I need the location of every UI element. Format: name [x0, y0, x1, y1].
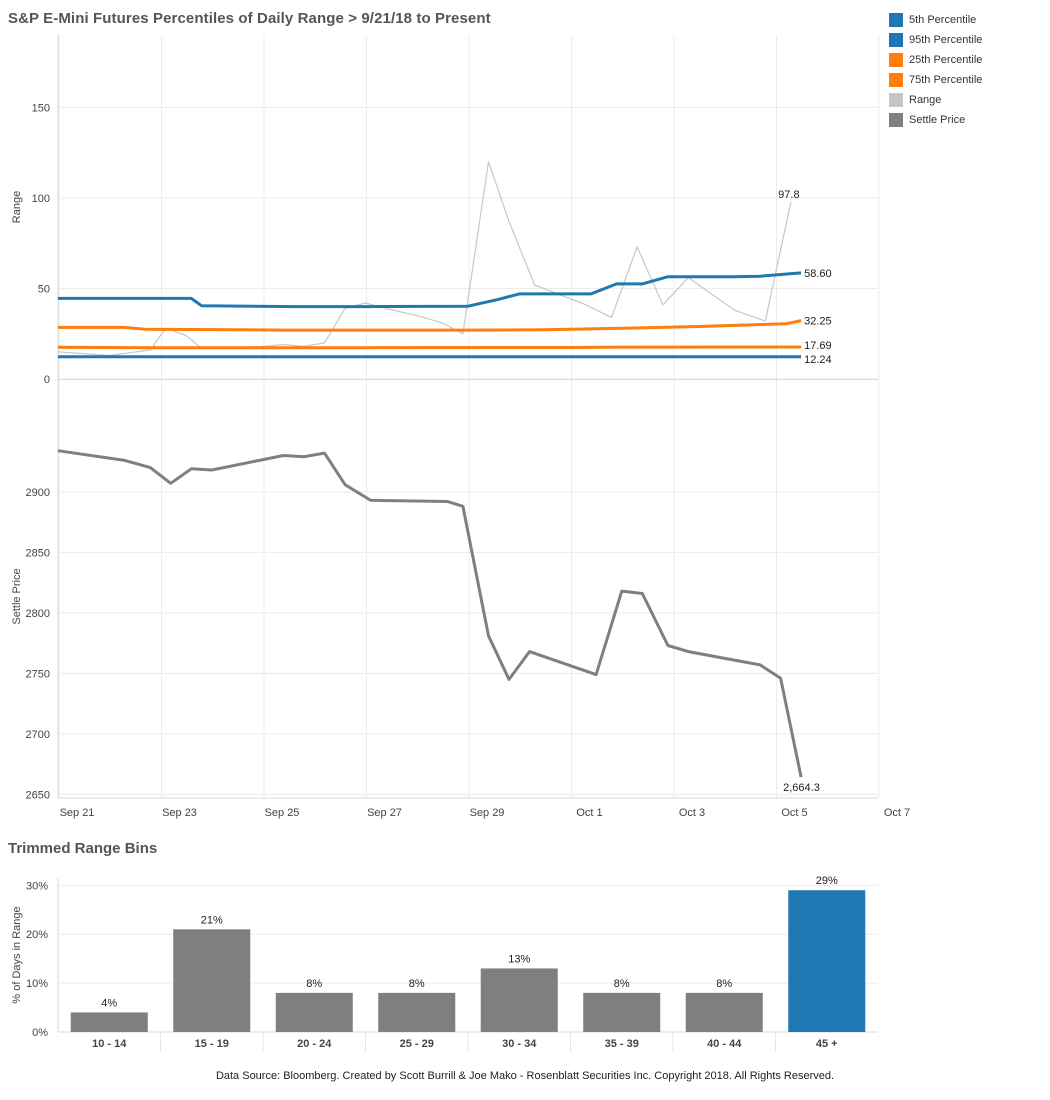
- 25th-percentile-line: [58, 319, 802, 332]
- percentile-last-label: 12.24: [804, 354, 832, 366]
- percentile-last-label: 58.60: [804, 268, 832, 280]
- y-tick-label: 2750: [26, 668, 50, 680]
- bar-category-label: 30 - 34: [502, 1038, 537, 1050]
- y-tick-label: 2850: [26, 547, 50, 559]
- legend-swatch-95th: [889, 33, 903, 47]
- 75th-percentile-line: [57, 345, 802, 350]
- settle-last-label: 2,664.3: [783, 782, 820, 794]
- bar-value-label: 4%: [101, 997, 117, 1009]
- legend-swatch-range: [889, 93, 903, 107]
- bar-y-tick-label: 0%: [32, 1027, 48, 1039]
- top-series: [57, 161, 803, 778]
- y-tick-label: 2700: [26, 729, 50, 741]
- legend-label: 25th Percentile: [909, 54, 983, 66]
- legend-item-95th[interactable]: 95th Percentile: [889, 30, 982, 50]
- bar-category-label: 10 - 14: [92, 1038, 127, 1050]
- top-value-labels: 97.8 58.60 32.25 17.69 12.24 2,664.3: [778, 189, 831, 794]
- y-tick-label: 2900: [26, 487, 50, 499]
- chart-title: S&P E-Mini Futures Percentiles of Daily …: [8, 10, 491, 27]
- bar-y-tick-label: 30%: [26, 880, 48, 892]
- y-tick-label: 50: [38, 283, 50, 295]
- percentile-last-label: 32.25: [804, 316, 832, 328]
- x-tick-label: Sep 29: [470, 807, 505, 819]
- bar-value-label: 29%: [816, 875, 838, 887]
- bar: [70, 1012, 148, 1032]
- x-tick-label: Oct 5: [781, 807, 807, 819]
- y-axis-title-range: Range: [11, 191, 23, 223]
- bar-category-label: 15 - 19: [195, 1038, 229, 1050]
- bar-value-label: 8%: [614, 978, 630, 990]
- legend-swatch-5th: [889, 13, 903, 27]
- bar-category-label: 40 - 44: [707, 1038, 742, 1050]
- bar-category-label: 35 - 39: [605, 1038, 639, 1050]
- bar-value-label: 8%: [716, 978, 732, 990]
- footer-source: Data Source: Bloomberg. Created by Scott…: [215, 1070, 835, 1082]
- bar-value-label: 8%: [306, 978, 322, 990]
- legend-item-settle[interactable]: Settle Price: [889, 110, 982, 130]
- bar-y-axis-title: % of Days in Range: [11, 906, 23, 1003]
- legend-label: 5th Percentile: [909, 14, 977, 26]
- legend-label: 75th Percentile: [909, 74, 983, 86]
- bar: [583, 992, 661, 1032]
- bar: [685, 992, 763, 1032]
- x-tick-label: Sep 23: [162, 807, 197, 819]
- y-tick-label: 2800: [26, 608, 50, 620]
- bar: [788, 890, 866, 1032]
- legend-item-75th[interactable]: 75th Percentile: [889, 70, 982, 90]
- top-axes: Sep 21 Sep 23 Sep 25 Sep 27 Sep 29 Oct 1 Oct 3…: [11, 35, 910, 819]
- bar-category-label: 20 - 24: [297, 1038, 332, 1050]
- legend-item-range[interactable]: Range: [889, 90, 982, 110]
- legend-label: 95th Percentile: [909, 34, 983, 46]
- x-tick-label: Oct 3: [679, 807, 705, 819]
- legend-swatch-25th: [889, 53, 903, 67]
- y-tick-label: 150: [32, 102, 50, 114]
- bar-category-label: 45 +: [816, 1038, 838, 1050]
- range-line: [57, 161, 792, 357]
- bar-value-label: 21%: [201, 914, 223, 926]
- bar-value-label: 13%: [508, 953, 530, 965]
- legend-label: Range: [909, 94, 942, 106]
- bar: [378, 992, 456, 1032]
- bar-y-tick-label: 20%: [26, 929, 48, 941]
- y-tick-label: 2650: [26, 789, 50, 801]
- y-axis-title-settle: Settle Price: [11, 568, 23, 624]
- bar: [173, 929, 251, 1032]
- bar-y-tick-label: 10%: [26, 978, 48, 990]
- x-tick-label: Oct 1: [576, 807, 602, 819]
- legend-swatch-settle: [889, 113, 903, 127]
- range-last-label: 97.8: [778, 189, 799, 201]
- x-tick-label: Sep 25: [265, 807, 300, 819]
- bins-bar-chart: 0% 10% 20% 30% % of Days in Range 4% 10 - 14 21…: [11, 875, 878, 1052]
- bar: [480, 968, 558, 1032]
- legend: 5th Percentile 95th Percentile 25th Perc…: [889, 10, 982, 130]
- legend-item-25th[interactable]: 25th Percentile: [889, 50, 982, 70]
- legend-item-5th[interactable]: 5th Percentile: [889, 10, 982, 30]
- legend-label: Settle Price: [909, 114, 966, 126]
- bar: [275, 992, 353, 1032]
- legend-swatch-75th: [889, 73, 903, 87]
- range-settle-chart: Sep 21 Sep 23 Sep 25 Sep 27 Sep 29 Oct 1 Oct 3…: [11, 35, 910, 819]
- bar-category-label: 25 - 29: [400, 1038, 434, 1050]
- 95th-percentile-line: [58, 271, 802, 309]
- top-gridlines: [58, 35, 880, 798]
- y-tick-label: 100: [32, 193, 50, 205]
- percentile-last-label: 17.69: [804, 340, 832, 352]
- bins-title: Trimmed Range Bins: [8, 840, 158, 857]
- bar-value-label: 8%: [409, 978, 425, 990]
- settle-price-line: [57, 449, 803, 778]
- x-tick-label: Sep 21: [60, 807, 95, 819]
- x-tick-label: Sep 27: [367, 807, 402, 819]
- x-tick-label: Oct 7: [884, 807, 910, 819]
- y-tick-label: 0: [44, 374, 50, 386]
